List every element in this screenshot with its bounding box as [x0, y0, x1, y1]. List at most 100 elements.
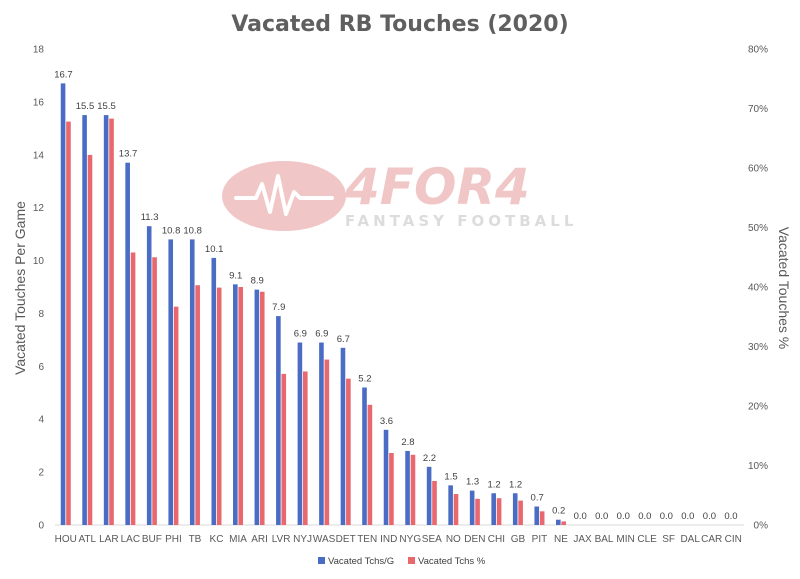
y-axis-label: Vacated Touches Per Game [12, 201, 28, 375]
legend-swatch-tchs-percent [408, 557, 415, 564]
bar-tchs-per-game [534, 506, 540, 525]
watermark-tagline: FANTASY FOOTBALL [345, 212, 577, 230]
x-tick-label: ATL [78, 534, 96, 545]
data-label: 16.7 [54, 69, 73, 80]
data-label: 1.2 [509, 479, 522, 490]
bar-tchs-percent [432, 480, 437, 525]
data-label: 1.3 [466, 477, 479, 488]
x-tick-label: CHI [488, 534, 505, 545]
y2-tick-label: 30% [748, 342, 768, 353]
bars [60, 83, 566, 526]
y-tick-label: 2 [38, 468, 44, 479]
bar-tchs-per-game [60, 83, 66, 525]
x-tick-label: HOU [55, 534, 77, 545]
x-tick-label: WAS [313, 534, 336, 545]
data-label: 0.0 [595, 511, 608, 522]
data-label: 10.1 [205, 244, 224, 255]
y2-tick-label: 50% [748, 223, 768, 234]
x-tick-label: DAL [680, 534, 700, 545]
legend-swatch-tchs-per-game [318, 557, 325, 564]
data-label: 11.3 [141, 212, 159, 223]
data-label: 0.0 [574, 511, 587, 522]
data-labels: 16.715.5 15.513.711.310.8 10.810.19.1 8.97.… [54, 69, 737, 522]
bar-tchs-percent [130, 252, 136, 526]
x-tick-label: KC [210, 534, 224, 545]
bar-tchs-percent [238, 287, 244, 525]
bar-tchs-percent [475, 498, 480, 525]
data-label: 15.5 [76, 101, 95, 112]
y-tick-label: 8 [38, 309, 44, 320]
data-label: 6.9 [294, 329, 307, 340]
x-tick-label: MIA [229, 534, 247, 545]
x-tick-label: PIT [532, 534, 548, 545]
bar-tchs-per-game [405, 450, 410, 525]
y2-axis-label: Vacated Touches % [776, 227, 792, 349]
y2-tick-label: 40% [748, 283, 768, 294]
bar-tchs-percent [518, 500, 523, 525]
y-tick-label: 18 [33, 45, 45, 56]
bar-tchs-percent [561, 521, 566, 525]
bar-tchs-per-game [146, 226, 152, 525]
bar-tchs-percent [389, 453, 394, 525]
data-label: 13.7 [119, 149, 138, 160]
data-label: 6.7 [337, 334, 350, 345]
y2-axis-ticks: 0% 10% 20% 30% 40% 50% 60% 70% 80% [748, 45, 768, 532]
bar-tchs-per-game [362, 387, 367, 525]
bar-tchs-percent [453, 494, 459, 525]
watermark-brand: 4FOR4 [344, 158, 530, 216]
x-tick-label: TB [189, 534, 202, 545]
bar-tchs-percent [539, 511, 545, 525]
data-label: 0.0 [681, 511, 694, 522]
bar-tchs-per-game [383, 429, 389, 525]
x-tick-label: NYG [399, 534, 421, 545]
x-tick-label: TEN [357, 534, 377, 545]
x-tick-label: LAC [121, 534, 140, 545]
x-tick-label: CAR [701, 534, 722, 545]
legend-label-tchs-per-game: Vacated Tchs/G [328, 556, 394, 567]
x-tick-label: LVR [272, 534, 291, 545]
y2-tick-label: 80% [748, 45, 768, 56]
data-label: 0.0 [703, 511, 716, 522]
x-tick-label: BUF [142, 534, 162, 545]
bar-tchs-percent [496, 498, 502, 525]
x-tick-label: DEN [464, 534, 485, 545]
bar-tchs-percent [281, 373, 287, 525]
bar-tchs-percent [152, 257, 157, 525]
data-label: 8.9 [251, 276, 264, 287]
bar-tchs-per-game [254, 289, 260, 525]
bar-tchs-percent [195, 285, 200, 525]
x-tick-label: LAR [99, 534, 118, 545]
x-tick-label: PHI [165, 534, 182, 545]
bar-tchs-per-game [297, 342, 303, 525]
y2-tick-label: 60% [748, 164, 768, 175]
chart-title: Vacated RB Touches (2020) [231, 12, 568, 37]
x-tick-label: NYJ [293, 534, 312, 545]
bar-tchs-percent [87, 154, 93, 525]
y2-tick-label: 70% [748, 104, 768, 115]
bar-tchs-per-game [319, 342, 324, 525]
bar-tchs-per-game [233, 284, 238, 525]
x-tick-label: JAX [573, 534, 592, 545]
x-tick-label: CLE [637, 534, 657, 545]
bar-tchs-percent [303, 371, 308, 525]
bar-tchs-per-game [469, 490, 475, 525]
data-label: 2.8 [401, 437, 414, 448]
x-tick-label: SEA [422, 534, 442, 545]
y-axis-ticks: 0 2 4 6 8 10 12 14 16 18 [33, 45, 45, 532]
bar-tchs-per-game [426, 466, 432, 525]
x-tick-label: BAL [595, 534, 614, 545]
bar-tchs-percent [173, 306, 179, 525]
data-label: 0.0 [638, 511, 651, 522]
bar-tchs-per-game [125, 162, 130, 525]
y2-tick-label: 10% [748, 461, 768, 472]
y-tick-label: 10 [33, 256, 45, 267]
x-tick-label: GB [511, 534, 526, 545]
y-tick-label: 4 [38, 415, 44, 426]
data-label: 10.8 [162, 225, 181, 236]
y-tick-label: 12 [33, 203, 45, 214]
y-tick-label: 0 [38, 521, 44, 532]
bar-tchs-per-game [448, 485, 453, 525]
data-label: 7.9 [272, 302, 285, 313]
data-label: 6.9 [315, 329, 328, 340]
